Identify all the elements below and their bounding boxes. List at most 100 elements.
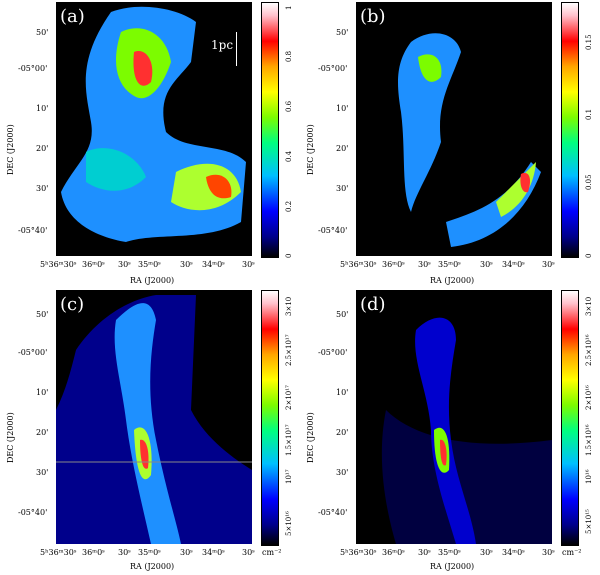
cbar-tick: 2×10¹⁶ (585, 385, 593, 410)
dec-tick: -05°40' (318, 508, 348, 517)
cbar-tick: 2×10¹⁷ (285, 385, 293, 410)
dec-tick: 10' (36, 388, 49, 397)
dec-tick: -05°00' (18, 348, 48, 357)
ra-tick: 30ˢ (180, 260, 193, 269)
ra-tick: 30ˢ (418, 548, 431, 557)
dec-axis-title: DEC (J2000) (6, 124, 15, 175)
ra-tick: 35ᵐ0ˢ (138, 260, 161, 269)
colorbar-unit: cm⁻² (562, 548, 582, 557)
ra-tick: 30ˢ (118, 548, 131, 557)
panel-d: (d) 3×10 2.5×10¹⁶ 2×10¹⁶ 1.5×10¹⁶ 10¹⁶ 5… (300, 288, 600, 575)
cbar-tick: 3×10 (585, 296, 593, 316)
cbar-tick: 0.05 (585, 174, 593, 190)
map-d: (d) (356, 290, 552, 544)
cbar-tick: 0.6 (285, 100, 293, 112)
ra-axis-title: RA (J2000) (430, 562, 475, 571)
dec-tick: -05°00' (318, 348, 348, 357)
dec-tick: -05°40' (318, 226, 348, 235)
ra-tick: 36ᵐ0ˢ (382, 260, 405, 269)
colorbar-b (561, 2, 579, 258)
ra-tick: 30ˢ (418, 260, 431, 269)
cbar-tick: 5×10¹⁵ (585, 509, 593, 534)
dec-tick: 30' (36, 184, 49, 193)
dec-tick: 20' (336, 144, 349, 153)
cbar-tick: 0.15 (585, 34, 593, 50)
dec-tick: 30' (36, 468, 49, 477)
map-b: (b) (356, 2, 552, 256)
colorbar-a (261, 2, 279, 258)
cbar-tick: 1.5×10¹⁷ (285, 424, 293, 456)
dec-tick: -05°00' (318, 64, 348, 73)
scale-bar-label: 1pc (211, 38, 234, 52)
dec-tick: 50' (36, 28, 49, 37)
cbar-tick: 1.5×10¹⁶ (585, 424, 593, 456)
ra-tick: 36ᵐ0ˢ (82, 548, 105, 557)
ra-axis-title: RA (J2000) (130, 276, 175, 285)
ra-tick: 34ᵐ0ˢ (202, 548, 225, 557)
dec-tick: -05°40' (18, 508, 48, 517)
cbar-tick: 10¹⁶ (585, 469, 593, 484)
dec-tick: 10' (336, 104, 349, 113)
dec-tick: 20' (336, 428, 349, 437)
panel-a: (a) 1pc 1 0.8 0.6 0.4 0.2 0 50' -05°00' … (0, 0, 300, 290)
ra-tick: 34ᵐ0ˢ (502, 548, 525, 557)
colorbar-c (261, 290, 279, 546)
dec-tick: 10' (336, 388, 349, 397)
cbar-tick: 0 (285, 253, 293, 258)
ra-tick: 30ˢ (480, 548, 493, 557)
ra-tick: 34ᵐ0ˢ (502, 260, 525, 269)
cbar-tick: 0.1 (585, 108, 593, 120)
panel-letter: (c) (60, 294, 85, 315)
ra-tick: 30ˢ (242, 260, 255, 269)
scale-bar (236, 32, 237, 66)
dec-axis-title: DEC (J2000) (6, 412, 15, 463)
ra-tick: 35ᵐ0ˢ (438, 548, 461, 557)
ra-axis-title: RA (J2000) (130, 562, 175, 571)
cbar-tick: 0.2 (285, 200, 293, 212)
cbar-tick: 0.4 (285, 150, 293, 162)
colorbar-d (561, 290, 579, 546)
dec-tick: 20' (36, 144, 49, 153)
ra-axis-title: RA (J2000) (430, 276, 475, 285)
ra-tick: 30ˢ (542, 548, 555, 557)
ra-tick: 35ᵐ0ˢ (438, 260, 461, 269)
dec-tick: 30' (336, 184, 349, 193)
cbar-tick: 5×10¹⁶ (285, 511, 293, 536)
ra-tick: 5ʰ36ᵐ30ˢ (340, 260, 377, 269)
panel-c: (c) 3×10 2.5×10¹⁷ 2×10¹⁷ 1.5×10¹⁷ 10¹⁷ 5… (0, 288, 300, 575)
dec-tick: 20' (36, 428, 49, 437)
cbar-tick: 10¹⁷ (285, 469, 293, 484)
dec-tick: 10' (36, 104, 49, 113)
cbar-tick: 0.8 (285, 50, 293, 62)
dec-axis-title: DEC (J2000) (306, 412, 315, 463)
dec-axis-title: DEC (J2000) (306, 124, 315, 175)
colorbar-unit: cm⁻² (262, 548, 282, 557)
dec-tick: 50' (336, 28, 349, 37)
dec-tick: 50' (36, 310, 49, 319)
panel-letter: (b) (360, 6, 386, 27)
map-a: (a) 1pc (56, 2, 252, 256)
cbar-tick: 0 (585, 253, 593, 258)
ra-tick: 36ᵐ0ˢ (382, 548, 405, 557)
dec-tick: 30' (336, 468, 349, 477)
ra-tick: 34ᵐ0ˢ (202, 260, 225, 269)
dec-tick: -05°00' (18, 64, 48, 73)
ra-tick: 30ˢ (118, 260, 131, 269)
ra-tick: 30ˢ (542, 260, 555, 269)
ra-tick: 30ˢ (242, 548, 255, 557)
ra-tick: 30ˢ (480, 260, 493, 269)
dec-tick: 50' (336, 310, 349, 319)
ra-tick: 5ʰ36ᵐ30ˢ (40, 548, 77, 557)
ra-tick: 5ʰ36ᵐ30ˢ (340, 548, 377, 557)
cbar-tick: 3×10 (285, 296, 293, 316)
ra-tick: 5ʰ36ᵐ30ˢ (40, 260, 77, 269)
ra-tick: 35ᵐ0ˢ (138, 548, 161, 557)
ra-tick: 30ˢ (180, 548, 193, 557)
cbar-tick: 2.5×10¹⁷ (285, 334, 293, 366)
panel-letter: (d) (360, 294, 386, 315)
panel-letter: (a) (60, 6, 85, 27)
panel-b: (b) 0.15 0.1 0.05 0 50' -05°00' 10' 20' … (300, 0, 600, 290)
cbar-tick: 2.5×10¹⁶ (585, 334, 593, 366)
ra-tick: 36ᵐ0ˢ (82, 260, 105, 269)
dec-tick: -05°40' (18, 226, 48, 235)
